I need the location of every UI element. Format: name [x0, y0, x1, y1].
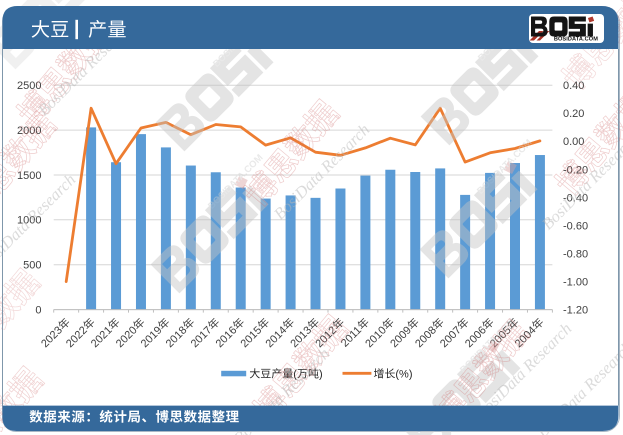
svg-text:2500: 2500 — [17, 80, 41, 92]
svg-text:2000: 2000 — [17, 125, 41, 137]
svg-text:0.40: 0.40 — [563, 80, 584, 92]
svg-text:): ) — [319, 369, 323, 381]
svg-text:1500: 1500 — [17, 170, 41, 182]
svg-text:(: ( — [293, 369, 297, 381]
svg-text:-0.60: -0.60 — [563, 220, 588, 232]
svg-text:-1.20: -1.20 — [563, 305, 588, 317]
svg-text:-0.20: -0.20 — [563, 164, 588, 176]
svg-text:0.20: 0.20 — [563, 108, 584, 120]
svg-text:-1.00: -1.00 — [563, 276, 588, 288]
svg-text:1000: 1000 — [17, 215, 41, 227]
svg-text:-0.80: -0.80 — [563, 248, 588, 260]
svg-text:0.00: 0.00 — [563, 136, 584, 148]
svg-text:500: 500 — [23, 260, 41, 272]
svg-text:-0.40: -0.40 — [563, 192, 588, 204]
svg-text:BOSIDATA.COM: BOSIDATA.COM — [554, 37, 598, 43]
svg-text:(%): (%) — [395, 369, 412, 381]
svg-text:0: 0 — [35, 305, 41, 317]
